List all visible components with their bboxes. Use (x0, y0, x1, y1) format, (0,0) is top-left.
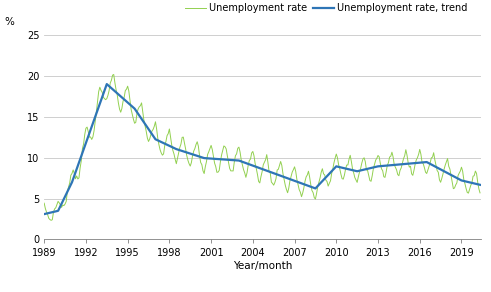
Unemployment rate, trend (186, 152, 192, 155)
Unemployment rate, trend (98, 99, 104, 102)
Unemployment rate, trend (41, 212, 47, 216)
Unemployment rate (48, 218, 54, 222)
Text: %: % (5, 17, 15, 27)
Unemployment rate, trend (104, 82, 109, 86)
Unemployment rate (470, 174, 476, 178)
Unemployment rate, trend (469, 181, 475, 185)
Unemployment rate, trend (90, 121, 96, 125)
Line: Unemployment rate: Unemployment rate (44, 74, 480, 220)
Unemployment rate (41, 201, 47, 205)
Unemployment rate, trend (187, 152, 193, 155)
Unemployment rate, trend (477, 183, 483, 187)
Unemployment rate (111, 73, 117, 76)
Unemployment rate (477, 191, 483, 194)
Line: Unemployment rate, trend: Unemployment rate, trend (44, 84, 480, 214)
Unemployment rate, trend (341, 166, 347, 170)
X-axis label: Year/month: Year/month (233, 261, 292, 271)
Unemployment rate (187, 164, 193, 168)
Unemployment rate (343, 167, 349, 171)
Unemployment rate (99, 91, 105, 94)
Legend: Unemployment rate, Unemployment rate, trend: Unemployment rate, Unemployment rate, tr… (185, 3, 467, 13)
Unemployment rate (91, 129, 97, 133)
Unemployment rate (189, 161, 194, 164)
